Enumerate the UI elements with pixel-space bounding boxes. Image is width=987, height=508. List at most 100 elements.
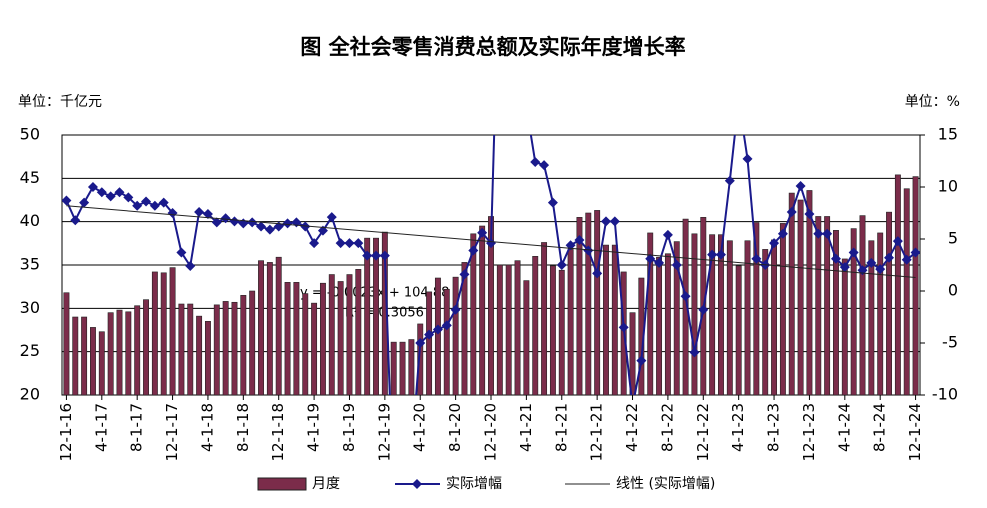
legend-swatch xyxy=(412,479,422,489)
marker xyxy=(786,206,797,217)
marker xyxy=(795,180,806,191)
bar xyxy=(346,274,353,395)
x-tick-label: 8-1-20 xyxy=(446,403,464,452)
marker xyxy=(866,257,877,268)
marker xyxy=(149,200,160,211)
marker xyxy=(264,224,275,235)
marker xyxy=(220,213,231,224)
bar xyxy=(443,288,450,395)
marker xyxy=(379,250,390,261)
x-tick-label: 8-1-17 xyxy=(128,403,146,452)
marker xyxy=(87,182,98,192)
bar xyxy=(603,244,609,395)
bar xyxy=(833,230,839,395)
marker xyxy=(432,324,443,335)
x-tick-label: 8-1-24 xyxy=(871,403,889,452)
marker xyxy=(114,187,125,198)
bar xyxy=(275,256,282,395)
bar xyxy=(718,234,724,395)
marker xyxy=(326,212,337,223)
plot-area xyxy=(62,95,920,504)
bar xyxy=(496,264,503,395)
marker xyxy=(362,250,373,261)
marker xyxy=(477,227,488,238)
marker xyxy=(105,191,116,202)
bar xyxy=(231,301,238,395)
x-tick-label: 12-1-17 xyxy=(163,403,181,462)
bar xyxy=(815,216,822,395)
marker xyxy=(574,235,585,246)
bar xyxy=(249,290,256,395)
bar xyxy=(98,331,105,395)
x-tick-label: 4-1-17 xyxy=(92,403,110,452)
marker xyxy=(450,304,461,315)
bar xyxy=(143,299,149,395)
marker xyxy=(459,269,470,280)
bar xyxy=(541,242,548,395)
marker xyxy=(539,160,550,171)
bar xyxy=(762,249,769,395)
marker xyxy=(848,247,859,258)
marker xyxy=(96,187,107,198)
marker xyxy=(583,245,594,256)
legend-label: 实际增幅 xyxy=(446,476,502,492)
marker xyxy=(875,264,886,275)
marker xyxy=(901,254,912,265)
bar xyxy=(594,210,601,395)
bar xyxy=(72,316,79,395)
bar xyxy=(894,174,901,395)
marker xyxy=(654,257,665,268)
bar xyxy=(576,217,583,395)
marker xyxy=(822,228,833,239)
marker xyxy=(256,221,267,232)
marker xyxy=(592,268,603,279)
marker xyxy=(468,245,479,256)
x-tick-label: 4-1-18 xyxy=(198,403,216,452)
bar xyxy=(788,192,795,395)
x-tick-label: 8-1-22 xyxy=(658,403,676,452)
bar xyxy=(337,281,344,395)
marker xyxy=(556,260,567,270)
x-tick-label: 8-1-19 xyxy=(340,403,358,452)
x-tick-label: 12-1-18 xyxy=(269,403,287,462)
x-tick-label: 12-1-21 xyxy=(588,403,606,462)
x-tick-label: 4-1-23 xyxy=(729,403,747,452)
bar xyxy=(567,249,574,395)
bar xyxy=(912,176,919,395)
marker xyxy=(389,499,399,504)
bar xyxy=(311,302,318,395)
x-tick-label: 4-1-20 xyxy=(411,403,429,452)
bar xyxy=(841,258,848,395)
bar xyxy=(877,232,884,395)
bar xyxy=(514,260,521,395)
y-tick-label: 20 xyxy=(20,385,40,404)
y-tick-label: 25 xyxy=(20,341,40,360)
x-tick-label: 12-1-23 xyxy=(800,403,818,462)
bar xyxy=(134,305,141,395)
bar xyxy=(302,293,309,395)
bar xyxy=(204,321,211,395)
bar xyxy=(328,274,335,395)
bar xyxy=(187,303,194,395)
bar xyxy=(753,222,760,395)
x-tick-label: 4-1-21 xyxy=(517,403,535,452)
bar xyxy=(319,282,326,395)
y-tick-label: 50 xyxy=(20,125,40,144)
x-tick-label: 4-1-22 xyxy=(623,403,641,452)
bar xyxy=(364,237,371,395)
marker xyxy=(724,175,735,186)
marker xyxy=(734,95,744,105)
bar xyxy=(664,253,671,395)
bar xyxy=(806,190,813,395)
marker xyxy=(335,238,346,249)
trendline xyxy=(66,205,916,278)
marker xyxy=(609,216,620,227)
marker xyxy=(141,196,152,207)
bar xyxy=(505,264,512,395)
bar xyxy=(160,272,167,395)
bar xyxy=(213,304,220,395)
marker xyxy=(194,206,205,217)
marker xyxy=(317,225,328,236)
